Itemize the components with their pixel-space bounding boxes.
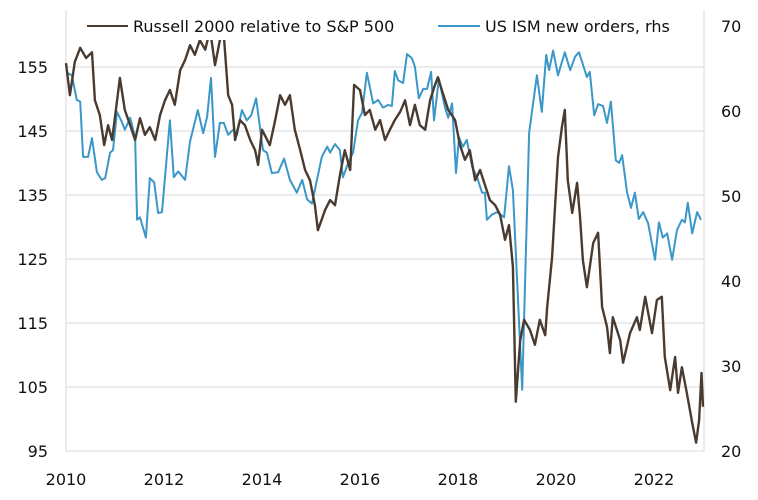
- gridlines: [66, 66, 704, 388]
- y-left-tick-label: 145: [17, 122, 48, 141]
- y-left-tick-label: 95: [28, 442, 48, 461]
- y-right-tick-label: 40: [721, 272, 741, 291]
- y-left-tick-label: 135: [17, 186, 48, 205]
- y-right-tick-label: 50: [721, 187, 741, 206]
- x-tick-label: 2014: [242, 470, 283, 489]
- x-tick-label: 2010: [46, 470, 87, 489]
- y-right-tick-label: 20: [721, 442, 741, 461]
- y-right-tick-label: 60: [721, 102, 741, 121]
- y-right-tick-label: 30: [721, 357, 741, 376]
- x-tick-label: 2022: [634, 470, 675, 489]
- y-left-tick-label: 125: [17, 250, 48, 269]
- x-tick-label: 2020: [536, 470, 577, 489]
- y-left-tick-label: 155: [17, 58, 48, 77]
- legend-bg-russell: [82, 12, 374, 40]
- legend: Russell 2000 relative to S&P 500 US ISM …: [82, 12, 684, 40]
- series-line-russell-relative: [64, 28, 705, 444]
- series-line-ism-new-orders: [66, 49, 702, 391]
- x-tick-label: 2012: [144, 470, 185, 489]
- x-tick-label: 2018: [438, 470, 479, 489]
- tick-labels: 95 105 115 125 135 145 155 20 30 40 50 60 70 2010 2012…: [17, 17, 741, 489]
- x-tick-label: 2016: [340, 470, 381, 489]
- legend-label-russell: Russell 2000 relative to S&P 500: [133, 17, 394, 36]
- legend-label-ism: US ISM new orders, rhs: [485, 17, 670, 36]
- y-left-tick-label: 105: [17, 378, 48, 397]
- y-right-tick-label: 70: [721, 17, 741, 36]
- y-left-tick-label: 115: [17, 314, 48, 333]
- series-group: [64, 28, 705, 444]
